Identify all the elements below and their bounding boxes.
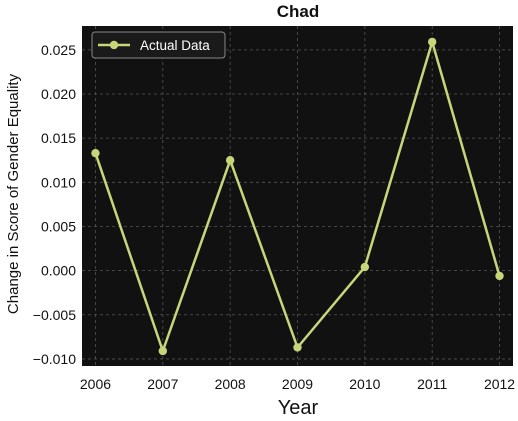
x-axis-title: Year (278, 397, 319, 419)
y-tick-label: 0.005 (41, 218, 76, 234)
x-tick-label: 2007 (147, 376, 178, 392)
y-axis-title: Change in Score of Gender Equality (5, 73, 22, 314)
y-tick-label: 0.025 (41, 42, 76, 58)
chart-title: Chad (277, 2, 320, 21)
data-point (293, 343, 302, 352)
x-tick-label: 2006 (80, 376, 111, 392)
y-tick-label: 0.000 (41, 263, 76, 279)
data-point (158, 346, 168, 356)
y-tick-label: −0.010 (33, 351, 76, 367)
x-tick-label: 2008 (215, 376, 246, 392)
data-point (495, 271, 504, 281)
legend: Actual Data (91, 31, 226, 59)
data-point (427, 37, 437, 47)
x-axis-ticks: 2006 2007 2008 2009 2010 2011 2012 (80, 376, 515, 392)
x-tick-label: 2009 (282, 376, 313, 392)
x-tick-label: 2010 (349, 376, 380, 392)
legend-label: Actual Data (140, 38, 210, 53)
data-point (360, 262, 370, 272)
legend-marker-swatch (109, 40, 119, 50)
data-point (91, 148, 100, 158)
legend-box (91, 31, 226, 59)
data-point (225, 156, 235, 165)
y-tick-label: −0.005 (33, 307, 76, 323)
y-tick-label: 0.010 (41, 174, 76, 190)
grid (82, 26, 513, 366)
y-tick-label: 0.015 (41, 130, 76, 146)
x-tick-label: 2012 (484, 376, 515, 392)
y-tick-label: 0.020 (41, 86, 76, 102)
series-group (91, 37, 504, 356)
y-axis-ticks: −0.010 −0.005 0.000 0.005 0.010 0.015 0.020 0.0… (33, 42, 76, 367)
x-tick-label: 2011 (417, 376, 447, 392)
